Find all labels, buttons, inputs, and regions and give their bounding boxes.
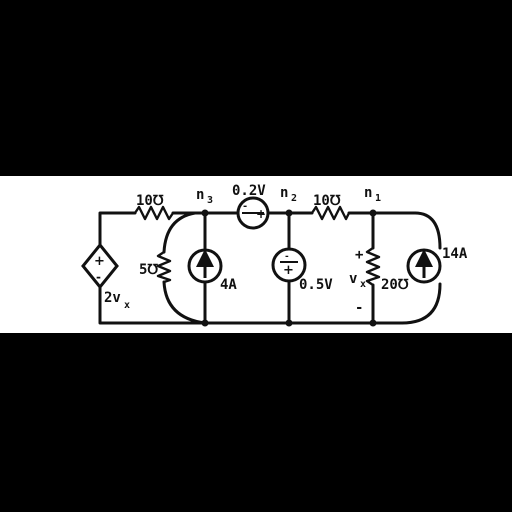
dep-plus-sign: + [94,254,105,269]
n3-arc-wire [162,211,207,254]
vs-05-minus-sign: - [285,252,289,262]
label-r-left: 10℧ [136,193,164,209]
vs-top-minus-sign: - [243,201,247,212]
resistor-10-right [311,205,351,221]
dep-minus-sign: - [96,270,101,284]
vs-05-plus-sign: + [283,263,294,278]
vs-top-plus-sign: + [256,207,266,221]
right-loop-wire [413,211,442,250]
label-n2-sub: 2 [291,193,297,204]
n3-arc-wire-lower [162,280,207,325]
voltage-source-0.5v: - + [271,247,307,283]
label-i4: 4A [220,277,237,293]
label-vx-plus: + [355,247,363,263]
ground-node-dot-1 [201,319,209,327]
ground-node-dot-2 [285,319,293,327]
label-n3: n [196,187,204,203]
label-n1: n [364,185,372,201]
label-dep: 2v [104,290,121,306]
label-vsource-top: 0.2V [232,183,266,199]
resistor-20 [365,247,381,286]
node-n1-dot [369,209,377,217]
right-loop-wire-lower [400,282,442,325]
label-i14: 14A [442,246,468,262]
resistor-10-left [134,205,174,221]
dependent-voltage-source: + - [81,242,119,290]
node-n2-dot [285,209,293,217]
label-n2: n [280,185,288,201]
current-source-14a [406,248,442,284]
label-v05: 0.5V [299,277,333,293]
resistor-5 [156,251,172,284]
wire-network [98,211,442,325]
label-r20: 20℧ [381,277,409,293]
label-g5: 5℧ [139,262,158,278]
node-n3-dot [201,209,209,217]
label-vx: v [349,271,357,287]
voltage-source-0.2v: - + [236,196,270,230]
label-n3-sub: 3 [207,195,213,206]
current-source-4a [187,248,223,284]
label-n1-sub: 1 [375,193,381,204]
label-dep-sub: x [124,300,130,311]
label-vx-sub: x [360,279,366,290]
label-vx-minus: - [355,300,363,316]
ground-node-dot-3 [369,319,377,327]
label-r-right: 10℧ [313,193,341,209]
bottom-wire [98,284,404,325]
